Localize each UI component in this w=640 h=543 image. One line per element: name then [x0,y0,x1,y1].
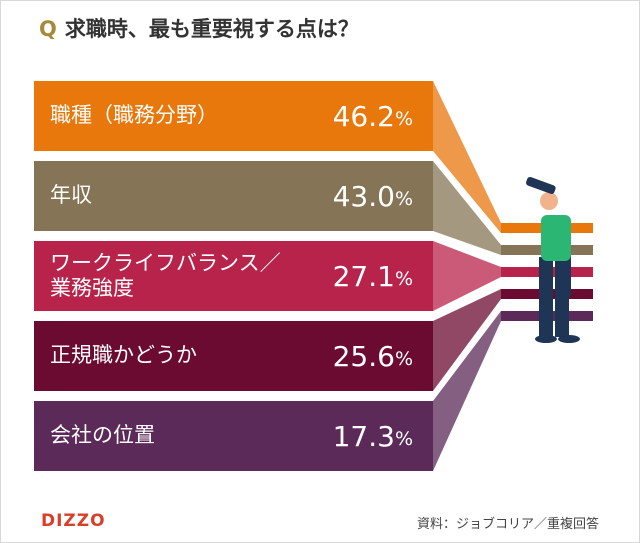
value-number: 27.1 [332,259,395,293]
value-number: 43.0 [332,179,395,213]
bar: 正規職かどうか 25.6% [34,321,433,391]
funnel-band [433,81,501,233]
value-unit: % [394,428,413,450]
label: 正規職かどうか [50,343,197,368]
funnel-band [433,241,501,311]
funnel-band [433,289,501,391]
leg [539,257,553,337]
bar: ワークライフバランス／ 業務強度 27.1% [34,241,433,311]
value-number: 46.2 [332,99,395,133]
title: 求職時、最も重要視する点は？ [64,17,359,41]
label: 会社の位置 [50,423,155,448]
value-number: 25.6 [332,339,395,373]
value-unit: % [394,188,413,210]
funnel-band [433,311,501,471]
bar: 年収 43.0% [34,161,433,231]
value: 46.2% [333,81,413,151]
head [540,192,558,210]
value-number: 17.3 [332,419,395,453]
shoe [558,335,580,343]
title-row: Q 求職時、最も重要視する点は？ [39,13,359,43]
label: 職種（職務分野） [50,103,218,128]
value: 25.6% [333,321,413,391]
shirt [541,215,571,261]
funnel-band [433,161,501,255]
label: 年収 [50,183,92,208]
value-unit: % [394,268,413,290]
label: ワークライフバランス／ 業務強度 [50,250,281,300]
leg [555,257,569,337]
shoe [535,335,557,343]
person [526,176,580,343]
value: 43.0% [333,161,413,231]
telescope [526,176,556,194]
bar: 会社の位置 17.3% [34,401,433,471]
source: 資料：ジョブコリア／重複回答 [416,517,599,532]
value-unit: % [394,348,413,370]
logo: DIZZO [41,511,106,531]
q-mark: Q [39,17,57,41]
value: 17.3% [333,401,413,471]
bar: 職種（職務分野） 46.2% [34,81,433,151]
value-unit: % [394,108,413,130]
value: 27.1% [333,241,413,311]
